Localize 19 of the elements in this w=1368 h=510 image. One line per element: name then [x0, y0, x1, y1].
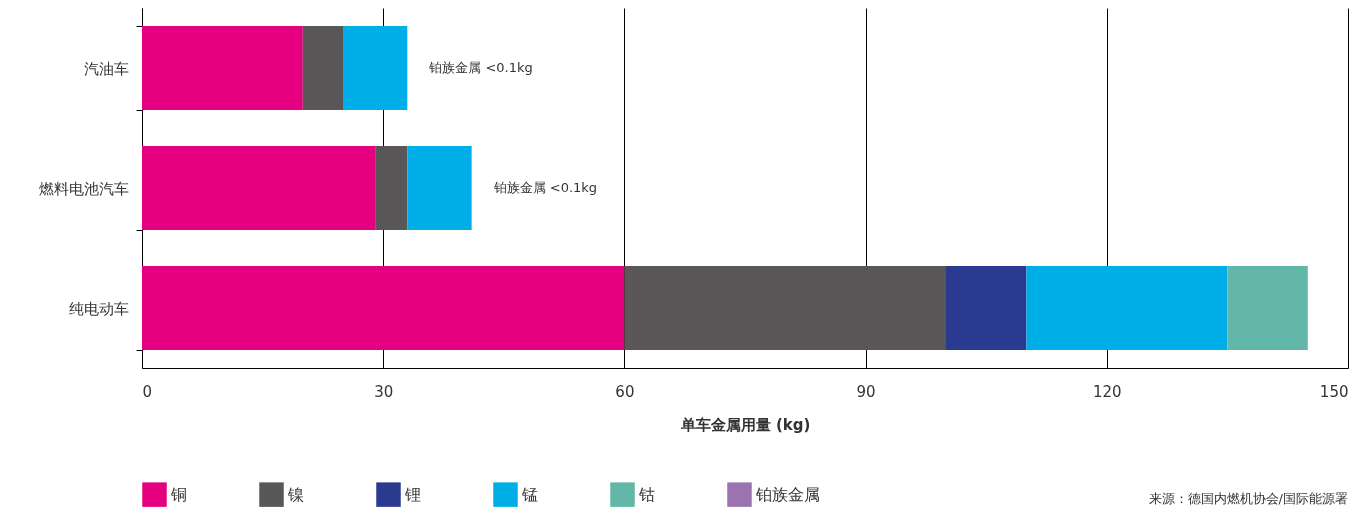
x-tick-label: 0: [142, 382, 153, 401]
y-tick-label: 汽油车: [83, 59, 129, 78]
source-note: 来源：德国内燃机协会/国际能源署: [1148, 490, 1348, 508]
legend-label: 锂: [404, 484, 421, 504]
x-tick-label: 30: [374, 382, 394, 401]
legend-label: 镍: [287, 484, 304, 504]
x-tick-label: 120: [1092, 382, 1122, 401]
x-tick-label: 90: [856, 382, 876, 401]
legend-label: 铜: [170, 484, 187, 504]
y-tick-label: 燃料电池汽车: [38, 179, 129, 198]
x-tick-label: 60: [615, 382, 635, 401]
annotation: 铂族金属 <0.1kg: [428, 60, 533, 75]
legend-label: 钴: [638, 484, 655, 504]
legend-label: 锰: [521, 484, 538, 504]
y-tick-label: 纯电动车: [68, 299, 129, 318]
legend-label: 铂族金属: [755, 484, 820, 504]
x-axis-title: 单车金属用量 (kg): [679, 415, 811, 434]
x-tick-label: 150: [1319, 382, 1349, 401]
annotation: 铂族金属 <0.1kg: [492, 180, 598, 195]
